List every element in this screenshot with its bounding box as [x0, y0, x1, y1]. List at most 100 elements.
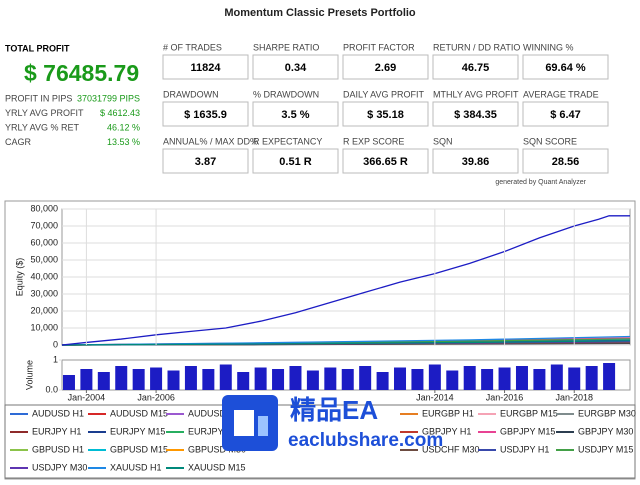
footer: generated by Quant Analyzer: [495, 179, 586, 186]
summary-value: 46.12 %: [107, 122, 140, 132]
chart-frame: [4, 200, 636, 480]
volume-bar: [237, 372, 250, 390]
metric-box: [342, 101, 429, 127]
volume-bar: [603, 363, 616, 390]
legend-label: EURGBP M30: [578, 408, 636, 418]
y-tick-label: 40,000: [30, 271, 58, 281]
report-title: Momentum Classic Presets Portfolio: [224, 7, 416, 19]
metric-label: ANNUAL% / MAX DD%: [163, 136, 258, 146]
legend-label: GBPJPY M30: [578, 426, 633, 436]
metric-box: [432, 148, 519, 174]
summary-label: YRLY AVG % RET: [5, 122, 80, 132]
metric-label: AVERAGE TRADE: [523, 89, 599, 99]
x-tick-label: Jan-2018: [555, 392, 593, 402]
y-tick-label: 0: [53, 339, 58, 349]
volume-bar: [411, 369, 424, 390]
volume-bar: [62, 375, 75, 390]
volume-bar: [585, 366, 598, 390]
x-tick-label: Jan-2016: [486, 392, 524, 402]
legend-label: EURGBP H1: [422, 408, 474, 418]
metric-box: [522, 54, 609, 80]
summary-label: CAGR: [5, 137, 32, 147]
legend-box: [4, 404, 636, 479]
legend-label: XAUUSD M15: [188, 462, 246, 472]
summary-label: PROFIT IN PIPS: [5, 93, 72, 103]
y-axis-title: Volume: [24, 360, 34, 390]
metric-value: 2.69: [375, 62, 396, 74]
volume-bar: [289, 366, 302, 390]
volume-bar: [428, 364, 441, 390]
x-tick-label: Jan-2006: [137, 392, 175, 402]
metric-label: SQN SCORE: [523, 136, 577, 146]
metric-label: R EXPECTANCY: [253, 136, 322, 146]
total-profit-label: TOTAL PROFIT: [5, 43, 70, 53]
metric-box: [522, 148, 609, 174]
legend-label: EURJPY H1: [32, 426, 81, 436]
volume-bar: [550, 364, 563, 390]
watermark-title: 精品EA: [290, 395, 378, 425]
legend-label: AUDUSD M15: [110, 408, 168, 418]
legend-label: GBPJPY H1: [422, 426, 471, 436]
metric-box: [522, 101, 609, 127]
y-tick-label: 30,000: [30, 288, 58, 298]
volume-bar: [324, 367, 337, 390]
legend-label: USDCHF M30: [422, 444, 480, 454]
legend-label: GBPUSD H1: [32, 444, 84, 454]
equity-line: [61, 340, 631, 346]
volume-bar: [533, 369, 546, 390]
volume-bar: [498, 367, 511, 390]
y-axis-title: Equity ($): [14, 258, 24, 297]
metric-label: % DRAWDOWN: [253, 89, 319, 99]
y-tick-label: 70,000: [30, 220, 58, 230]
y-tick-label: 80,000: [30, 203, 58, 213]
metric-box: [162, 101, 249, 127]
y-tick-label: 1: [53, 354, 58, 364]
total-profit-value: $ 76485.79: [24, 60, 139, 86]
volume-bar: [481, 369, 494, 390]
watermark-logo-mark: [234, 410, 254, 436]
summary-value: 37031799 PIPS: [77, 93, 140, 103]
summary-value: 13.53 %: [107, 137, 140, 147]
metric-box: [432, 101, 519, 127]
y-tick-label: 60,000: [30, 237, 58, 247]
volume-bar: [463, 366, 476, 390]
metric-label: # OF TRADES: [163, 42, 222, 52]
metric-value: 46.75: [462, 62, 490, 74]
metric-value: 0.51 R: [279, 156, 311, 168]
volume-bar: [376, 372, 389, 390]
volume-bar: [568, 367, 581, 390]
metric-box: [432, 54, 519, 80]
metric-label: SHARPE RATIO: [253, 42, 319, 52]
legend-label: EURGBP M15: [500, 408, 558, 418]
metric-label: MTHLY AVG PROFIT: [433, 89, 519, 99]
metric-label: DAILY AVG PROFIT: [343, 89, 425, 99]
metric-value: $ 6.47: [550, 109, 581, 121]
volume-bar: [150, 367, 163, 390]
metric-value: 28.56: [552, 156, 580, 168]
metric-label: DRAWDOWN: [163, 89, 219, 99]
volume-bar: [167, 370, 180, 390]
volume-bar: [254, 367, 267, 390]
watermark: 精品EA eaclubshare.com: [222, 395, 443, 451]
volume-bar: [115, 366, 128, 390]
watermark-logo-mark: [258, 416, 268, 436]
metric-box: [252, 54, 339, 80]
y-tick-label: 10,000: [30, 322, 58, 332]
metric-value: 0.34: [285, 62, 307, 74]
x-tick-label: Jan-2004: [68, 392, 106, 402]
volume-bar: [341, 369, 354, 390]
volume-bar: [394, 367, 407, 390]
volume-bar: [359, 366, 372, 390]
metric-label: R EXP SCORE: [343, 136, 404, 146]
summary-label: YRLY AVG PROFIT: [5, 108, 84, 118]
metric-value: 39.86: [462, 156, 490, 168]
volume-bar: [272, 369, 285, 390]
metric-value: $ 384.35: [454, 109, 497, 121]
legend-label: GBPJPY M15: [500, 426, 555, 436]
legend-label: USDJPY M15: [578, 444, 633, 454]
x-tick-label: Jan-2014: [416, 392, 454, 402]
volume-bar: [306, 370, 319, 390]
metric-value: 366.65 R: [363, 156, 408, 168]
watermark-url: eaclubshare.com: [288, 430, 443, 451]
